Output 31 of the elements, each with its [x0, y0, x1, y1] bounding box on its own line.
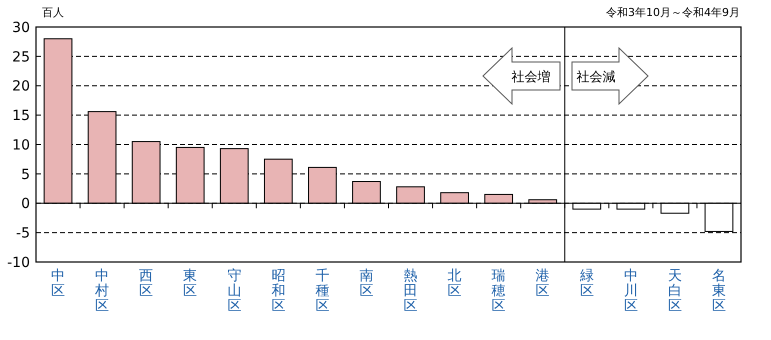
y-tick-label: 5	[21, 166, 30, 183]
x-tick-label: 港区	[536, 268, 550, 299]
right-arrow: 社会減	[572, 46, 649, 106]
x-tick-label: 瑞穂区	[492, 268, 506, 314]
x-tick-label: 南区	[359, 268, 374, 299]
x-tick-label: 緑区	[578, 268, 594, 299]
text: 令和3年10月～令和4年9月	[606, 6, 740, 19]
y-tick-label: 30	[12, 20, 30, 36]
annotation: 社会増	[512, 69, 550, 85]
y-axis-title: 百人	[42, 6, 64, 19]
left-arrow: 社会増	[482, 46, 560, 106]
y-tick-label: 0	[21, 196, 30, 212]
x-tick-label: 西区	[139, 268, 154, 299]
x-tick-label: 北区	[448, 268, 462, 299]
y-tick-label: 10	[12, 137, 30, 154]
y-tick-label: 20	[12, 78, 30, 95]
x-tick-label: 昭和区	[271, 268, 286, 314]
annotation: 社会減	[576, 70, 616, 85]
x-tick-label: 東区	[183, 268, 198, 299]
x-tick-label: 中村区	[94, 268, 110, 314]
x-tick-label: 守山区	[227, 268, 242, 314]
x-tick-label: 中川区	[624, 268, 638, 314]
y-tick-label: -10	[7, 254, 30, 271]
x-tick-label: 千種区	[315, 268, 330, 314]
x-tick-label: 熱田区	[404, 268, 418, 314]
x-tick-label: 中区	[51, 268, 66, 299]
x-tick-label: 天白区	[668, 268, 682, 314]
x-tick-label: 名東区	[712, 268, 726, 314]
y-tick-label: -5	[16, 226, 30, 242]
y-tick-label: 15	[12, 108, 30, 124]
y-tick-label: 25	[12, 49, 30, 66]
